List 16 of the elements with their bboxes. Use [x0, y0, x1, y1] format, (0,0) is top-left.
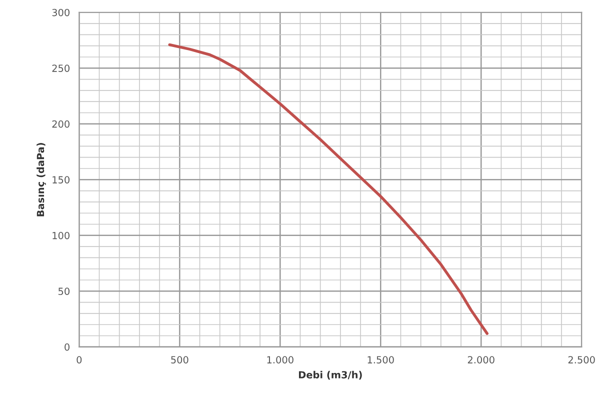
- y-tick-label: 200: [52, 120, 70, 128]
- y-tick-label: 250: [52, 64, 70, 72]
- line-series: [168, 43, 489, 335]
- y-tick-label: 300: [52, 8, 70, 16]
- x-tick-label: 0: [76, 356, 82, 364]
- y-tick-label: 0: [64, 343, 70, 351]
- x-tick-label: 500: [171, 356, 188, 364]
- x-axis-title: Debi (m3/h): [298, 370, 362, 380]
- x-tick-label: 1.500: [368, 356, 394, 364]
- y-tick-label: 150: [52, 176, 70, 184]
- y-axis-title: Basınç (daPa): [36, 142, 46, 216]
- x-tick-label: 1.000: [267, 356, 294, 364]
- y-tick-label: 100: [52, 232, 70, 240]
- y-tick-label: 50: [58, 288, 70, 295]
- x-tick-label: 2.000: [468, 356, 494, 364]
- x-tick-label: 2.500: [568, 356, 595, 364]
